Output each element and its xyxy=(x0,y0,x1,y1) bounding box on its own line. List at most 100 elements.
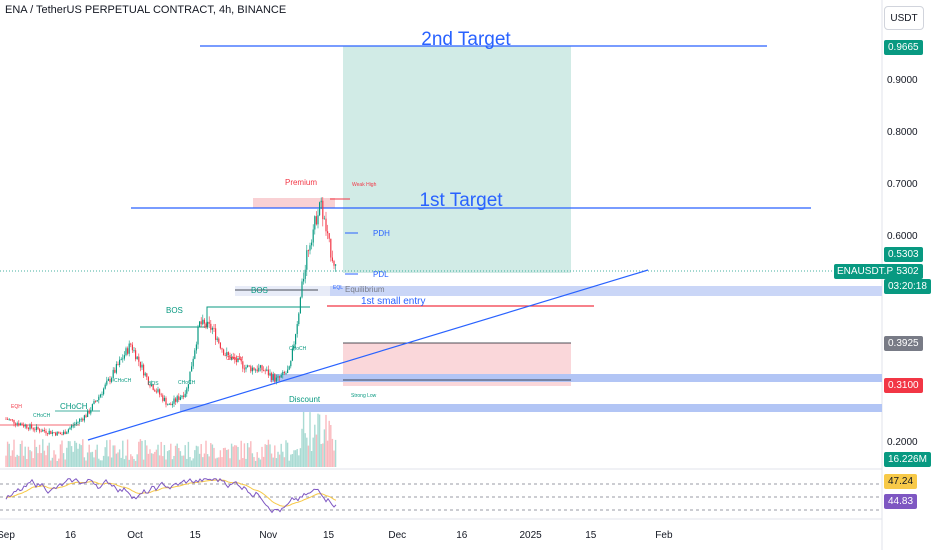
volume-bar xyxy=(146,445,148,467)
candle-body xyxy=(229,355,231,360)
candle-body xyxy=(135,350,137,360)
candle-body xyxy=(127,348,129,354)
volume-bar xyxy=(29,450,31,467)
volume-bar xyxy=(238,459,241,467)
candle-body xyxy=(133,350,135,352)
candle-body xyxy=(211,328,213,330)
entry-price-tag: 0.5303 xyxy=(884,247,923,262)
volume-bar xyxy=(174,445,177,467)
candle-body xyxy=(227,352,229,356)
volume-bar xyxy=(101,460,103,467)
volume-bar xyxy=(94,449,97,467)
premium-zone xyxy=(253,198,335,208)
candle-body xyxy=(40,431,42,433)
volume-bar xyxy=(34,439,36,467)
candle-body xyxy=(29,424,31,430)
candle-body xyxy=(55,432,57,436)
price-tick-label: 0.8000 xyxy=(887,127,918,138)
candle-body xyxy=(251,367,253,372)
volume-bar xyxy=(232,446,234,467)
candle-body xyxy=(179,397,181,400)
order-block-3[interactable] xyxy=(180,404,882,412)
price-axis[interactable]: 0.9000 0.8000 0.7000 0.6000 0.2000 xyxy=(887,75,918,448)
candle-body xyxy=(176,396,178,402)
candle-body xyxy=(19,423,21,426)
order-block-2[interactable] xyxy=(270,374,882,382)
volume-bar xyxy=(46,445,49,467)
candle-body xyxy=(85,415,87,417)
time-tick-label: 16 xyxy=(456,530,468,541)
volume-bar xyxy=(72,451,74,467)
candle-body xyxy=(143,364,145,376)
trend-line[interactable] xyxy=(87,269,649,441)
candle-body xyxy=(296,324,298,335)
volume-bar xyxy=(170,443,172,467)
volume-bar xyxy=(6,441,9,467)
candle-body xyxy=(154,389,156,392)
candle-body xyxy=(173,398,175,404)
time-axis[interactable]: Sep 16 Oct 15 Nov 15 Dec 16 2025 15 Feb xyxy=(0,530,673,541)
volume-bar xyxy=(280,443,282,467)
candle-body xyxy=(231,356,233,360)
volume-bar xyxy=(115,453,118,467)
volume-bar xyxy=(30,451,33,467)
time-tick-label: 15 xyxy=(585,530,597,541)
volume-bar xyxy=(70,446,73,467)
volume-bar xyxy=(197,446,199,467)
volume-bar xyxy=(205,440,207,467)
candle-body xyxy=(202,319,204,325)
candle-body xyxy=(58,431,60,433)
candle-body xyxy=(144,373,146,376)
candle-body xyxy=(15,423,17,425)
candle-body xyxy=(152,384,154,390)
volume-bar xyxy=(147,453,150,467)
volume-bar xyxy=(90,452,92,467)
volume-bar xyxy=(62,453,65,467)
volume-bar xyxy=(298,455,300,467)
candle-body xyxy=(322,200,324,220)
candle-body xyxy=(101,394,103,396)
candle-body xyxy=(119,359,121,365)
candle-body xyxy=(184,393,186,397)
eql-label: EQL xyxy=(333,285,343,291)
candle-body xyxy=(109,378,111,382)
countdown-tag: 03:20:18 xyxy=(884,279,931,294)
candle-body xyxy=(10,419,12,421)
volume-bar xyxy=(190,460,193,467)
candle-body xyxy=(327,231,329,234)
volume-bar xyxy=(299,448,302,467)
volume-bar xyxy=(213,447,215,467)
order-block-1[interactable] xyxy=(330,286,882,296)
volume-bar xyxy=(50,460,52,467)
candle-body xyxy=(213,328,215,329)
candle-body xyxy=(43,429,45,432)
volume-bar xyxy=(13,439,15,467)
volume-bar xyxy=(165,459,167,467)
strong-low-label: Strong Low xyxy=(351,393,377,399)
volume-bar xyxy=(141,440,143,467)
volume-bar xyxy=(106,440,108,467)
candle-body xyxy=(203,319,205,324)
price-tick-label: 0.7000 xyxy=(887,179,918,190)
volume-bar xyxy=(200,444,202,467)
candle-body xyxy=(61,434,63,435)
candle-body xyxy=(266,369,268,371)
volume-bar xyxy=(294,450,297,467)
target-1-label: 1st Target xyxy=(419,190,503,211)
volume-bar xyxy=(245,458,247,467)
volume-bar xyxy=(269,444,271,467)
volume-bar xyxy=(293,450,295,467)
volume-bar xyxy=(261,446,263,467)
volume-bar xyxy=(67,441,70,467)
time-tick-label: 2025 xyxy=(519,530,542,541)
candle-body xyxy=(167,404,169,406)
volume-bar xyxy=(256,452,258,467)
volume-bar xyxy=(59,444,62,467)
profit-zone[interactable] xyxy=(343,46,571,273)
volume-bar xyxy=(198,453,201,467)
candle-body xyxy=(59,432,61,435)
candle-body xyxy=(106,380,108,385)
currency-selector[interactable]: USDT xyxy=(884,6,924,30)
volume-bar xyxy=(334,439,337,467)
